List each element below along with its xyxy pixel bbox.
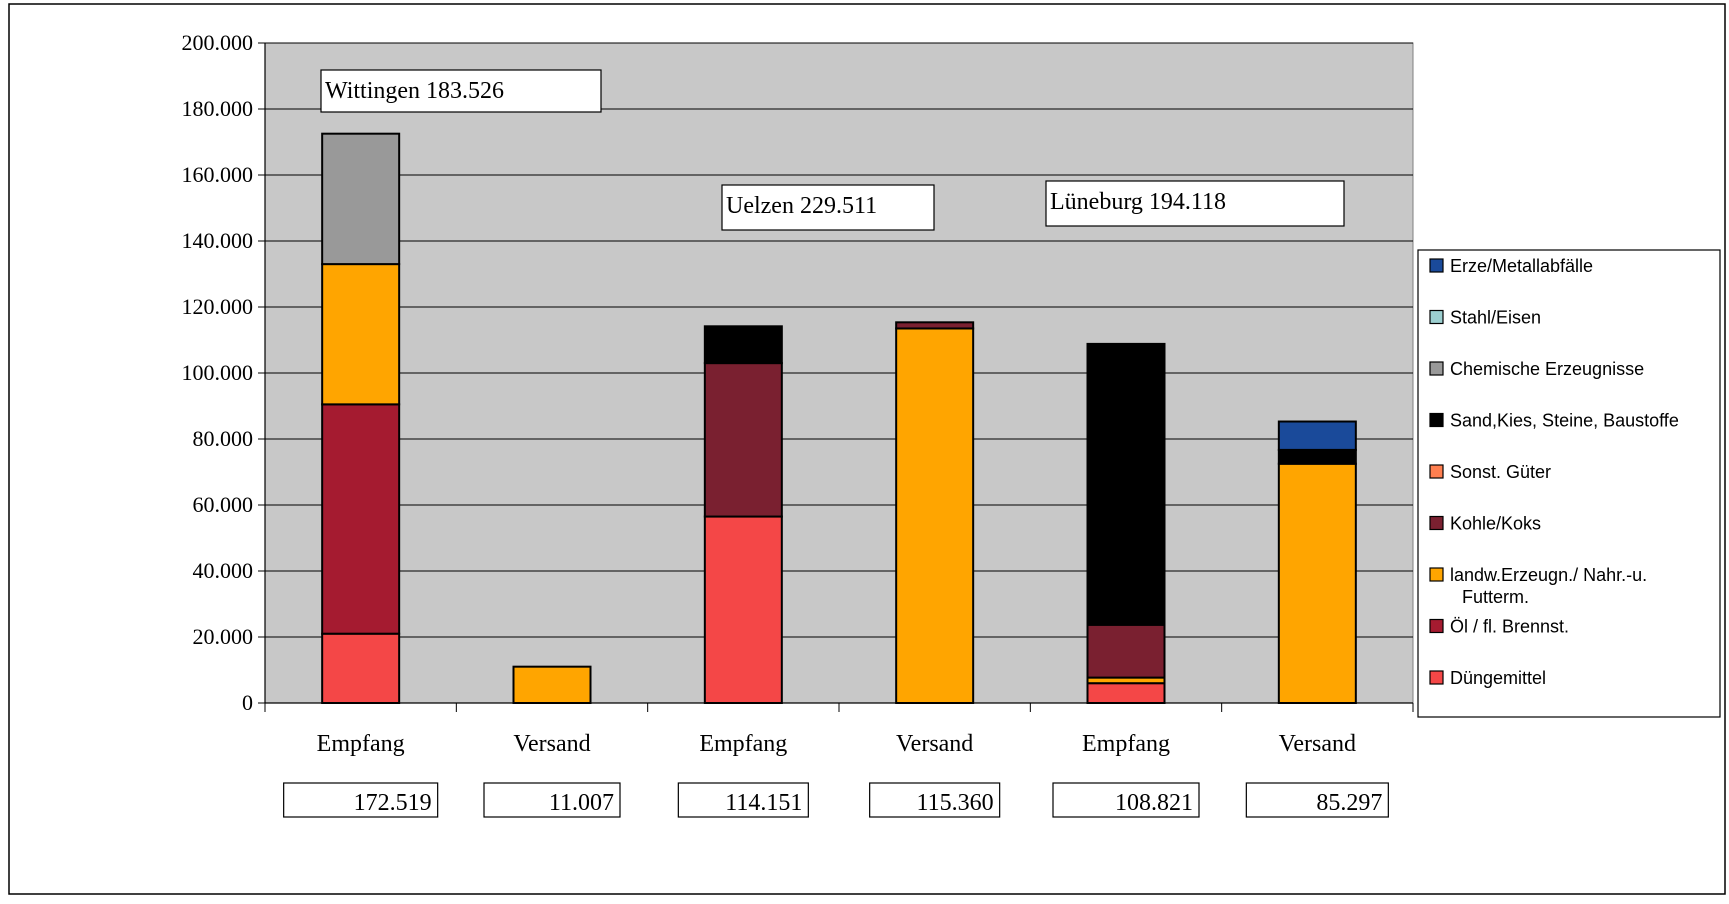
bar-segment bbox=[1086, 342, 1166, 626]
legend-swatch bbox=[1429, 618, 1444, 634]
total-box bbox=[283, 782, 439, 818]
total-value-label: 172.519 bbox=[354, 790, 432, 816]
y-tick-label: 140.000 bbox=[182, 228, 254, 253]
legend-label: Düngemittel bbox=[1450, 668, 1546, 688]
legend-label: Sand,Kies, Steine, Baustoffe bbox=[1450, 411, 1679, 431]
y-tick-label: 60.000 bbox=[193, 492, 254, 517]
y-tick-label: 40.000 bbox=[193, 558, 254, 583]
bar-segment bbox=[321, 263, 401, 406]
x-category-label: Empfang bbox=[699, 731, 787, 757]
y-tick-label: 100.000 bbox=[182, 360, 254, 385]
x-category-label: Versand bbox=[513, 731, 590, 757]
legend-swatch bbox=[1429, 412, 1444, 428]
bar-segment bbox=[1086, 623, 1166, 679]
bar-segment bbox=[321, 403, 401, 635]
total-value-label: 115.360 bbox=[917, 790, 994, 816]
bar-segment bbox=[703, 362, 783, 518]
bar-segment bbox=[703, 515, 783, 704]
legend-label: Stahl/Eisen bbox=[1450, 308, 1541, 328]
total-value-label: 85.297 bbox=[1316, 790, 1382, 816]
total-value-label: 11.007 bbox=[549, 790, 614, 816]
total-value-label: 108.821 bbox=[1115, 790, 1193, 816]
y-tick-label: 120.000 bbox=[182, 294, 254, 319]
legend-label: landw.Erzeugn./ Nahr.-u. Futterm. bbox=[1450, 565, 1647, 607]
y-tick-label: 200.000 bbox=[182, 30, 254, 55]
bar-segment bbox=[321, 132, 401, 266]
legend-label: Öl / fl. Brennst. bbox=[1450, 617, 1569, 637]
legend-swatch bbox=[1429, 567, 1444, 582]
group-label: Wittingen 183.526 bbox=[325, 78, 504, 104]
legend-label: Erze/Metallabfälle bbox=[1450, 256, 1593, 276]
group-label-box bbox=[1045, 180, 1345, 227]
x-category-label: Empfang bbox=[1082, 731, 1170, 757]
x-category-label: Versand bbox=[1279, 731, 1356, 757]
total-value-label: 114.151 bbox=[725, 790, 802, 816]
y-tick-label: 80.000 bbox=[193, 426, 254, 451]
legend-swatch bbox=[1429, 258, 1444, 273]
legend-label: Sonst. Güter bbox=[1450, 462, 1551, 482]
x-category-label: Versand bbox=[896, 731, 973, 757]
group-label: Uelzen 229.511 bbox=[726, 193, 877, 219]
bar-segment bbox=[1277, 420, 1357, 451]
legend-swatch bbox=[1429, 361, 1444, 376]
legend-swatch bbox=[1429, 515, 1444, 531]
group-label-box bbox=[721, 184, 935, 231]
total-box bbox=[677, 782, 809, 818]
legend-swatch bbox=[1429, 464, 1444, 479]
group-label-box bbox=[320, 69, 602, 113]
legend-swatch bbox=[1429, 670, 1444, 685]
bar-segment bbox=[1086, 682, 1166, 705]
total-box bbox=[869, 782, 1001, 818]
total-box bbox=[1052, 782, 1200, 818]
y-tick-label: 180.000 bbox=[182, 96, 254, 121]
bar-segment bbox=[1277, 448, 1357, 465]
bar-segment bbox=[321, 632, 401, 705]
y-tick-label: 20.000 bbox=[193, 624, 254, 649]
legend bbox=[1417, 249, 1721, 718]
legend-swatch bbox=[1429, 309, 1444, 325]
bar-segment bbox=[1277, 462, 1357, 704]
bar-segment bbox=[512, 665, 592, 704]
total-box bbox=[483, 782, 621, 818]
legend-label: Chemische Erzeugnisse bbox=[1450, 359, 1644, 379]
bar-segment bbox=[895, 321, 975, 330]
x-category-label: Empfang bbox=[317, 731, 405, 757]
legend-label: Kohle/Koks bbox=[1450, 514, 1541, 534]
bar-segment bbox=[703, 325, 783, 365]
total-box bbox=[1245, 782, 1389, 818]
y-tick-label: 160.000 bbox=[182, 162, 254, 187]
group-label: Lüneburg 194.118 bbox=[1050, 189, 1226, 215]
y-tick-label: 0 bbox=[242, 690, 253, 715]
bar-segment bbox=[895, 327, 975, 704]
